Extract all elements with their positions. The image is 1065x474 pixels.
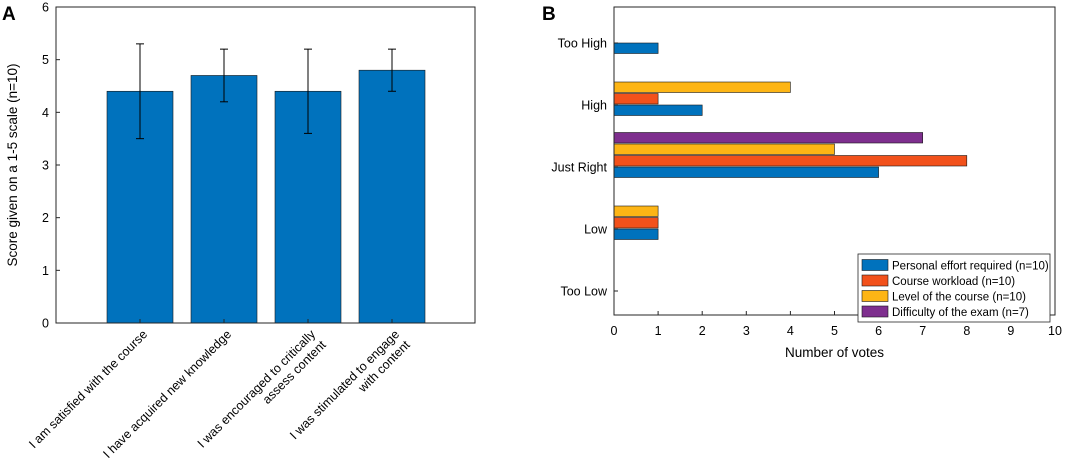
panel-b-bars: [613, 42, 968, 240]
x-tick-label: 5: [831, 324, 838, 338]
x-tick-label: 10: [1048, 324, 1062, 338]
bar-b-1-2: [613, 104, 703, 116]
x-tick-label: 8: [963, 324, 970, 338]
bar-b-3-2: [613, 81, 791, 93]
legend-label: Level of the course (n=10): [892, 292, 1026, 304]
bar-b-2-4: [613, 217, 659, 229]
panel-a-error-bars: [136, 43, 396, 140]
panel-b: B Too High High Just Right Low Too Low 0 1 2 3 4…: [542, 4, 1062, 360]
x-tick-label: 7: [919, 324, 926, 338]
panel-b-letter: B: [542, 4, 556, 25]
legend-box: [857, 253, 1051, 323]
bar-b-1-3: [613, 166, 879, 178]
legend-label: Course workload (n=10): [892, 276, 1015, 288]
legend-item: Level of the course (n=10): [861, 290, 1026, 304]
error-bar-a-1: [136, 43, 144, 140]
legend-item: Difficulty of the exam (n=7): [861, 305, 1029, 319]
panel-a-y-ticks: 0 1 2 3 4 5 6: [42, 1, 60, 331]
x-tick-label: 0: [611, 324, 618, 338]
x-tick-label: 2: [699, 324, 706, 338]
y-tick-label: High: [581, 99, 607, 113]
legend-swatch: [861, 259, 889, 271]
x-tick-label: 3: [743, 324, 750, 338]
panel-a: A 0 1 2 3 4 5 6 I am satisfied with the course…: [2, 1, 476, 461]
bar-b-1-4: [613, 228, 659, 240]
legend-label: Personal effort required (n=10): [892, 261, 1049, 273]
y-tick-label: 2: [42, 211, 49, 225]
y-tick-label: Low: [584, 223, 608, 237]
bar-b-2-2: [613, 93, 659, 105]
x-tick-label: 4: [787, 324, 794, 338]
bar-a-4: [358, 69, 426, 324]
bar-b-3-3: [613, 143, 835, 155]
y-tick-label: 0: [42, 317, 49, 331]
panel-b-x-ticks: 0 1 2 3 4 5 6 7 8 9 10: [611, 311, 1062, 338]
bar-a-2: [190, 75, 258, 324]
panel-b-legend: Personal effort required (n=10) Course wo…: [857, 253, 1051, 323]
panel-b-y-ticks: Too High High Just Right Low Too Low: [551, 37, 618, 299]
panel-a-y-axis-label: Score given on a 1-5 scale (n=10): [5, 64, 20, 267]
error-bar-a-3: [304, 48, 312, 134]
legend-swatch: [861, 290, 889, 302]
x-tick-label: 9: [1007, 324, 1014, 338]
legend-label: Difficulty of the exam (n=7): [892, 307, 1029, 319]
panel-a-bars: [106, 69, 426, 324]
bar-b-1-1: [613, 42, 659, 54]
x-tick-label: 1: [655, 324, 662, 338]
y-tick-label: 6: [42, 1, 49, 15]
bar-b-2-3: [613, 155, 968, 167]
y-tick-label: 3: [42, 159, 49, 173]
legend-item: Personal effort required (n=10): [861, 259, 1049, 273]
panel-a-letter: A: [2, 4, 16, 25]
y-tick-label: 5: [42, 53, 49, 67]
panel-b-x-axis-label: Number of votes: [785, 345, 884, 360]
y-tick-label: 1: [42, 264, 49, 278]
y-tick-label: 4: [42, 106, 49, 120]
legend-swatch: [861, 305, 889, 318]
error-bar-a-4: [388, 48, 396, 92]
error-bar-a-2: [220, 48, 228, 103]
bar-b-4-3: [613, 132, 924, 144]
y-tick-label: Too High: [558, 37, 607, 51]
legend-item: Course workload (n=10): [861, 274, 1015, 288]
bar-b-3-4: [613, 205, 659, 217]
y-tick-label: Just Right: [551, 161, 607, 175]
legend-swatch: [861, 274, 889, 287]
x-tick-label: 6: [875, 324, 882, 338]
y-tick-label: Too Low: [560, 285, 608, 299]
